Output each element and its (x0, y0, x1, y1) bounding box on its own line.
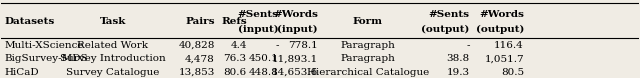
Text: 38.8: 38.8 (447, 54, 470, 63)
Text: (input): (input) (238, 25, 278, 34)
Text: 40,828: 40,828 (179, 41, 215, 50)
Text: #Sents: #Sents (237, 10, 278, 19)
Text: 778.1: 778.1 (289, 41, 318, 50)
Text: 76.3: 76.3 (223, 54, 246, 63)
Text: Form: Form (353, 17, 383, 26)
Text: 4,478: 4,478 (185, 54, 215, 63)
Text: Datasets: Datasets (4, 17, 55, 26)
Text: BigSurvey-MDS: BigSurvey-MDS (4, 54, 88, 63)
Text: 80.6: 80.6 (223, 68, 246, 77)
Text: Paragraph: Paragraph (340, 54, 396, 63)
Text: Survey Introduction: Survey Introduction (60, 54, 166, 63)
Text: Multi-XScience: Multi-XScience (4, 41, 84, 50)
Text: 80.5: 80.5 (500, 68, 524, 77)
Text: 14,653.6: 14,653.6 (272, 68, 318, 77)
Text: #Words: #Words (273, 10, 318, 19)
Text: 448.8: 448.8 (249, 68, 278, 77)
Text: Survey Catalogue: Survey Catalogue (66, 68, 159, 77)
Text: HiCaD: HiCaD (4, 68, 39, 77)
Text: Task: Task (100, 17, 126, 26)
Text: (output): (output) (476, 25, 524, 34)
Text: 116.4: 116.4 (494, 41, 524, 50)
Text: (output): (output) (421, 25, 470, 34)
Text: -: - (467, 41, 470, 50)
Text: 1,051.7: 1,051.7 (484, 54, 524, 63)
Text: Hierarchical Catalogue: Hierarchical Catalogue (307, 68, 429, 77)
Text: Paragraph: Paragraph (340, 41, 396, 50)
Text: -: - (275, 41, 278, 50)
Text: Related Work: Related Work (77, 41, 148, 50)
Text: Pairs: Pairs (186, 17, 215, 26)
Text: 11,893.1: 11,893.1 (272, 54, 318, 63)
Text: #Sents: #Sents (429, 10, 470, 19)
Text: (input): (input) (278, 25, 318, 34)
Text: Refs: Refs (221, 17, 246, 26)
Text: 4.4: 4.4 (230, 41, 246, 50)
Text: 450.1: 450.1 (249, 54, 278, 63)
Text: 19.3: 19.3 (447, 68, 470, 77)
Text: #Words: #Words (479, 10, 524, 19)
Text: 13,853: 13,853 (179, 68, 215, 77)
